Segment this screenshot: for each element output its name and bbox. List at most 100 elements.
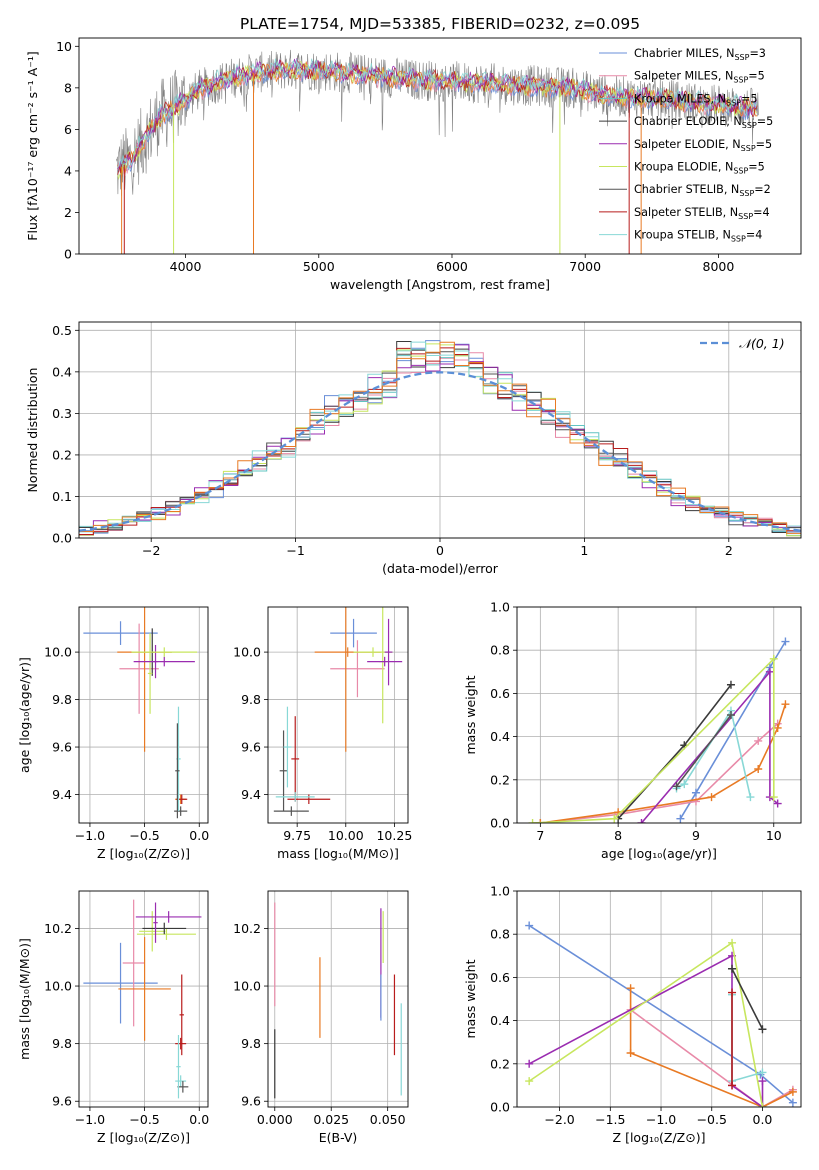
residual-histogram-se <box>79 344 801 536</box>
chart-mass-vs-EBV: 0.000 0.025 0.050 9.6 9.8 10.0 10.2 E(B-V) <box>233 890 409 1145</box>
plot-area <box>83 607 198 819</box>
weight-marker <box>676 814 685 823</box>
y-tick-label: 0.0 <box>490 816 510 831</box>
y-tick-label: 0.4 <box>490 1013 510 1028</box>
y-axis-label: mass weight <box>463 675 478 754</box>
x-tick-label: 0.000 <box>257 1112 293 1127</box>
legend-entry: Kroupa MILES, NSSP=5 <box>634 92 757 107</box>
chart-age-vs-mass: 9.75 10.00 10.25 9.4 9.6 9.8 10.0 mass [log₁₀(M… <box>233 606 412 861</box>
weight-marker <box>726 680 735 689</box>
axes-frame <box>78 890 209 1108</box>
y-tick-label: 0.2 <box>490 1056 510 1071</box>
x-tick-label: 9.75 <box>283 828 311 843</box>
weight-marker <box>773 723 782 732</box>
plot-area <box>528 637 790 823</box>
y-tick-label: 10.0 <box>44 979 72 994</box>
x-tick-label: 8 <box>614 828 622 843</box>
x-tick-label: −1 <box>286 543 304 558</box>
y-tick-label: 8 <box>64 80 72 95</box>
y-tick-label: 9.6 <box>52 740 72 755</box>
plot-area <box>273 607 403 816</box>
weight-marker <box>728 988 737 997</box>
weight-marker <box>626 984 635 993</box>
x-tick-label: 0.0 <box>753 1112 773 1127</box>
weight-marker <box>691 788 700 797</box>
axes-frame <box>516 890 802 1108</box>
y-tick-label: 1.0 <box>490 600 510 615</box>
weight-marker <box>758 1077 767 1086</box>
axes-frame <box>267 606 409 824</box>
weight-marker <box>769 654 778 663</box>
weight-line-ks <box>731 994 763 1083</box>
y-axis-label: Normed distribution <box>25 368 40 493</box>
legend-entry: Salpeter MILES, NSSP=5 <box>634 70 765 85</box>
weight-marker <box>728 964 737 973</box>
x-tick-label: −0.5 <box>129 1112 159 1127</box>
weight-line-orange <box>629 988 794 1107</box>
y-tick-label: 0 <box>64 247 72 262</box>
x-tick-label: 0.050 <box>370 1112 406 1127</box>
y-tick-label: 0.8 <box>490 643 510 658</box>
weight-line-ce <box>731 968 764 1030</box>
model-spectrum-ss <box>117 59 758 175</box>
weight-line-ke <box>528 941 764 1107</box>
weight-marker <box>525 1077 534 1086</box>
weight-marker <box>707 793 716 802</box>
x-tick-label: 5000 <box>303 259 335 274</box>
axes-frame <box>267 890 409 1108</box>
weight-marker <box>536 819 545 823</box>
weight-marker <box>680 780 689 789</box>
y-axis-label: mass [log₁₀(M/M⊙)] <box>17 938 32 1060</box>
legend-entry: Chabrier ELODIE, NSSP=5 <box>634 115 773 130</box>
y-tick-label: 9.8 <box>52 1036 72 1051</box>
y-tick-label: 9.6 <box>241 1094 261 1109</box>
x-tick-label: 7 <box>536 828 544 843</box>
y-tick-label: 10.2 <box>233 921 261 936</box>
weight-marker <box>754 736 763 745</box>
weight-line-cs <box>675 714 732 787</box>
weight-line-ke <box>532 656 775 823</box>
weight-marker <box>754 765 763 773</box>
y-tick-label: 0.2 <box>52 447 72 462</box>
chart-mass-vs-Z: −1.0 −0.5 0.0 9.6 9.8 10.0 10.2 Z [log₁₀(Z/Z⊙)]… <box>17 890 209 1145</box>
legend-entry: Kroupa STELIB, NSSP=4 <box>634 229 762 244</box>
weight-line-sm <box>630 1009 794 1107</box>
y-tick-label: 0.6 <box>490 686 510 701</box>
x-tick-label: 0.025 <box>313 1112 349 1127</box>
x-tick-label: −1.0 <box>75 1112 105 1127</box>
weight-marker <box>728 1081 737 1090</box>
x-axis-label: (data-model)/error <box>382 561 499 576</box>
x-tick-label: −1.0 <box>646 1112 676 1127</box>
chart-spectrum: Chabrier MILES, NSSP=3 Salpeter MILES, NS… <box>25 37 802 292</box>
weight-line-orange <box>540 703 787 823</box>
weight-marker <box>781 700 790 709</box>
y-tick-label: 9.8 <box>52 692 72 707</box>
weight-marker <box>781 637 790 646</box>
residual-histogram-orange <box>79 341 801 534</box>
y-tick-label: 9.4 <box>241 787 261 802</box>
weight-marker <box>728 938 737 947</box>
y-tick-label: 0.3 <box>52 406 72 421</box>
y-tick-label: 2 <box>64 205 72 220</box>
y-tick-label: 0.6 <box>490 970 510 985</box>
y-tick-label: 9.8 <box>241 692 261 707</box>
y-tick-label: 10 <box>56 39 72 54</box>
weight-line-se <box>528 954 764 1107</box>
weight-marker <box>626 1049 635 1057</box>
x-tick-label: −0.5 <box>129 828 159 843</box>
weight-marker <box>758 1103 767 1107</box>
chart-residuals: 𝒩(0, 1) −2 −1 0 1 2 0.0 0.1 0.2 0.3 0.4 0.5 (data-mo… <box>25 321 802 576</box>
y-axis-label: Flux [fλ10⁻¹⁷ erg cm⁻² s⁻¹ A⁻¹] <box>25 51 40 240</box>
x-tick-label: 10.25 <box>376 828 412 843</box>
weight-line-cm <box>679 641 787 820</box>
weight-marker <box>610 814 619 823</box>
y-tick-label: 0.1 <box>52 489 72 504</box>
x-tick-label: 0.0 <box>189 828 209 843</box>
charts: Chabrier MILES, NSSP=3 Salpeter MILES, NS… <box>17 37 802 1145</box>
axes-frame <box>78 37 802 255</box>
plot-area <box>79 340 801 537</box>
x-axis-label: mass [log₁₀(M/M⊙)] <box>277 846 399 861</box>
y-axis-label: mass weight <box>463 959 478 1038</box>
x-tick-label: −2 <box>142 543 160 558</box>
